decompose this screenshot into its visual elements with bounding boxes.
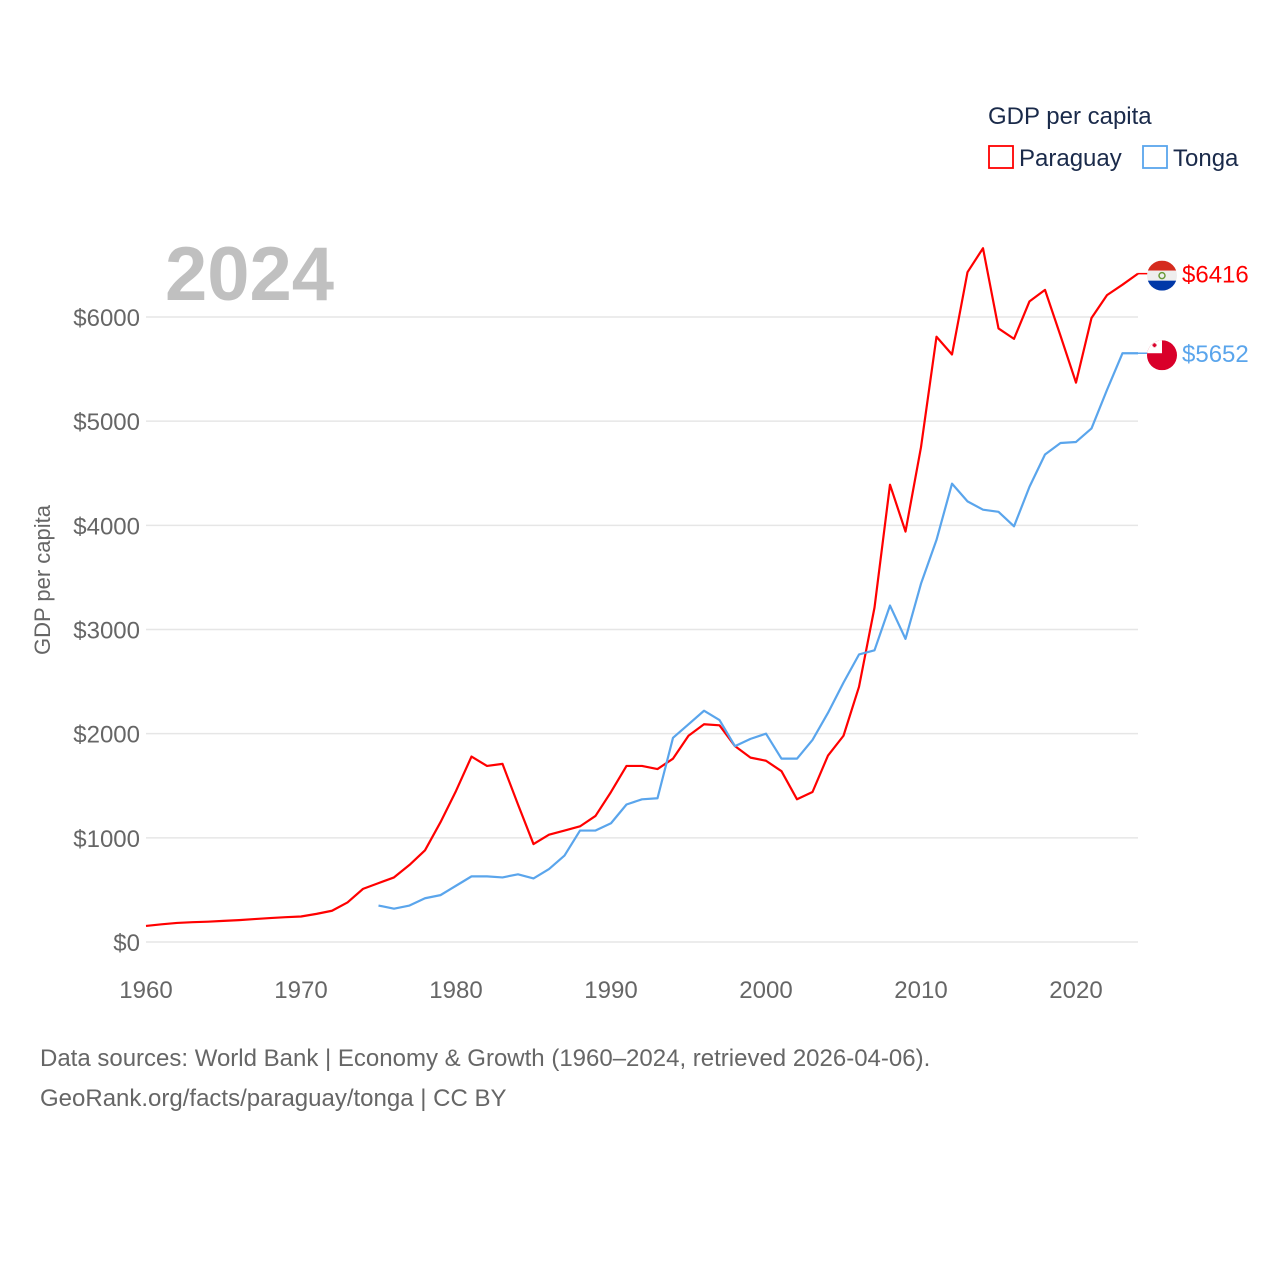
x-tick-label: 2010 [894,977,947,1004]
y-tick-label: $2000 [73,722,140,749]
y-tick-label: $3000 [73,617,140,644]
y-axis-label: GDP per capita [30,504,55,655]
y-tick-label: $6000 [73,305,140,332]
legend-item-paraguay[interactable]: Paraguay [988,145,1122,172]
y-tick-label: $1000 [73,826,140,853]
end-value-label: $6416 [1182,262,1249,289]
y-tick-label: $4000 [73,513,140,540]
y-tick-label: $0 [113,930,140,957]
x-tick-label: 2020 [1049,977,1102,1004]
tonga-flag-icon [1147,340,1177,371]
legend-item-tonga[interactable]: Tonga [1142,145,1239,172]
series-line-paraguay [145,247,1139,928]
year-label: 2024 [165,232,334,317]
y-tick-label: $5000 [73,409,140,436]
footer-link[interactable]: GeoRank.org/facts/paraguay/tonga | CC BY [40,1085,507,1112]
footer-sources: Data sources: World Bank | Economy & Gro… [40,1045,931,1072]
legend-title: GDP per capita [988,103,1152,130]
x-tick-label: 1970 [274,977,327,1004]
x-tick-label: 1960 [119,977,172,1004]
line-chart: 2024 GDP per capita Paraguay Tonga GDP pe… [30,103,1249,1004]
svg-text:Paraguay: Paraguay [1019,145,1122,172]
x-tick-label: 1980 [429,977,482,1004]
series-line-tonga [378,352,1138,910]
svg-text:Tonga: Tonga [1173,145,1239,172]
x-tick-label: 2000 [739,977,792,1004]
paraguay-flag-icon [1147,260,1177,291]
x-tick-label: 1990 [584,977,637,1004]
end-value-label: $5652 [1182,341,1249,368]
